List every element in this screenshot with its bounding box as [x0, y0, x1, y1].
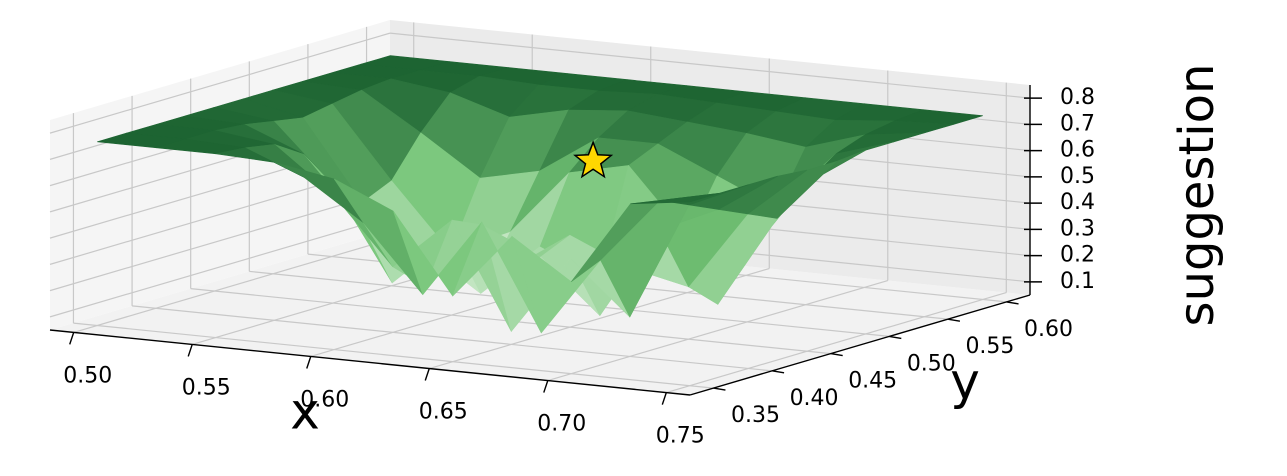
x-tick-label: 0.70 — [537, 412, 586, 437]
grid-line — [132, 305, 773, 372]
x-tick-label: 0.60 — [300, 387, 349, 412]
grid-line — [547, 279, 888, 382]
z-tick-label: 0.2 — [1060, 243, 1095, 268]
tick-mark — [424, 368, 430, 381]
z-tick-label: 0.7 — [1060, 111, 1095, 136]
y-axis-line — [689, 294, 1031, 396]
grid-line — [389, 32, 1031, 99]
y-tick-label: 0.35 — [731, 403, 780, 428]
grid-line — [666, 292, 1007, 394]
x-axis-line — [49, 329, 691, 396]
tick-mark — [543, 380, 549, 393]
z-tick-label: 0.4 — [1060, 190, 1095, 215]
grid-line — [49, 216, 391, 318]
y-tick-label: 0.40 — [790, 386, 839, 411]
grid-line — [73, 231, 414, 333]
tick-mark — [713, 387, 726, 391]
z-tick-label: 0.1 — [1060, 269, 1095, 294]
x-axis-label: x — [290, 383, 320, 441]
tick-mark — [771, 370, 785, 374]
z-tick-label: 0.6 — [1060, 138, 1095, 163]
tick-mark — [187, 344, 193, 357]
grid-line — [49, 32, 391, 134]
tick-mark — [69, 332, 75, 345]
highlight-star — [573, 140, 614, 179]
surface-face — [630, 193, 720, 205]
z-axis-label: suggestion — [1169, 64, 1225, 327]
tick-mark — [661, 392, 667, 405]
grid-line — [249, 270, 890, 337]
z-tick-label: 0.3 — [1060, 216, 1095, 241]
tick-mark — [947, 318, 961, 322]
surface — [97, 55, 983, 334]
tick-mark — [306, 356, 312, 369]
y-tick-label: 0.50 — [907, 351, 956, 376]
tick-mark — [1006, 301, 1019, 305]
x-tick-label: 0.55 — [182, 375, 231, 400]
grid-line — [49, 190, 391, 292]
z-tick-label: 0.5 — [1060, 164, 1095, 189]
y-tick-label: 0.45 — [848, 369, 897, 394]
x-tick-label: 0.50 — [63, 363, 112, 388]
y-tick-label: 0.60 — [1024, 317, 1073, 342]
y-axis-label: y — [950, 353, 980, 411]
tick-mark — [830, 352, 843, 357]
x-tick-label: 0.65 — [419, 400, 468, 425]
z-tick-label: 0.8 — [1060, 85, 1095, 110]
y-tick-label: 0.55 — [965, 334, 1014, 359]
tick-mark — [889, 335, 902, 340]
x-tick-label: 0.75 — [656, 424, 705, 449]
grid-line — [73, 322, 714, 389]
